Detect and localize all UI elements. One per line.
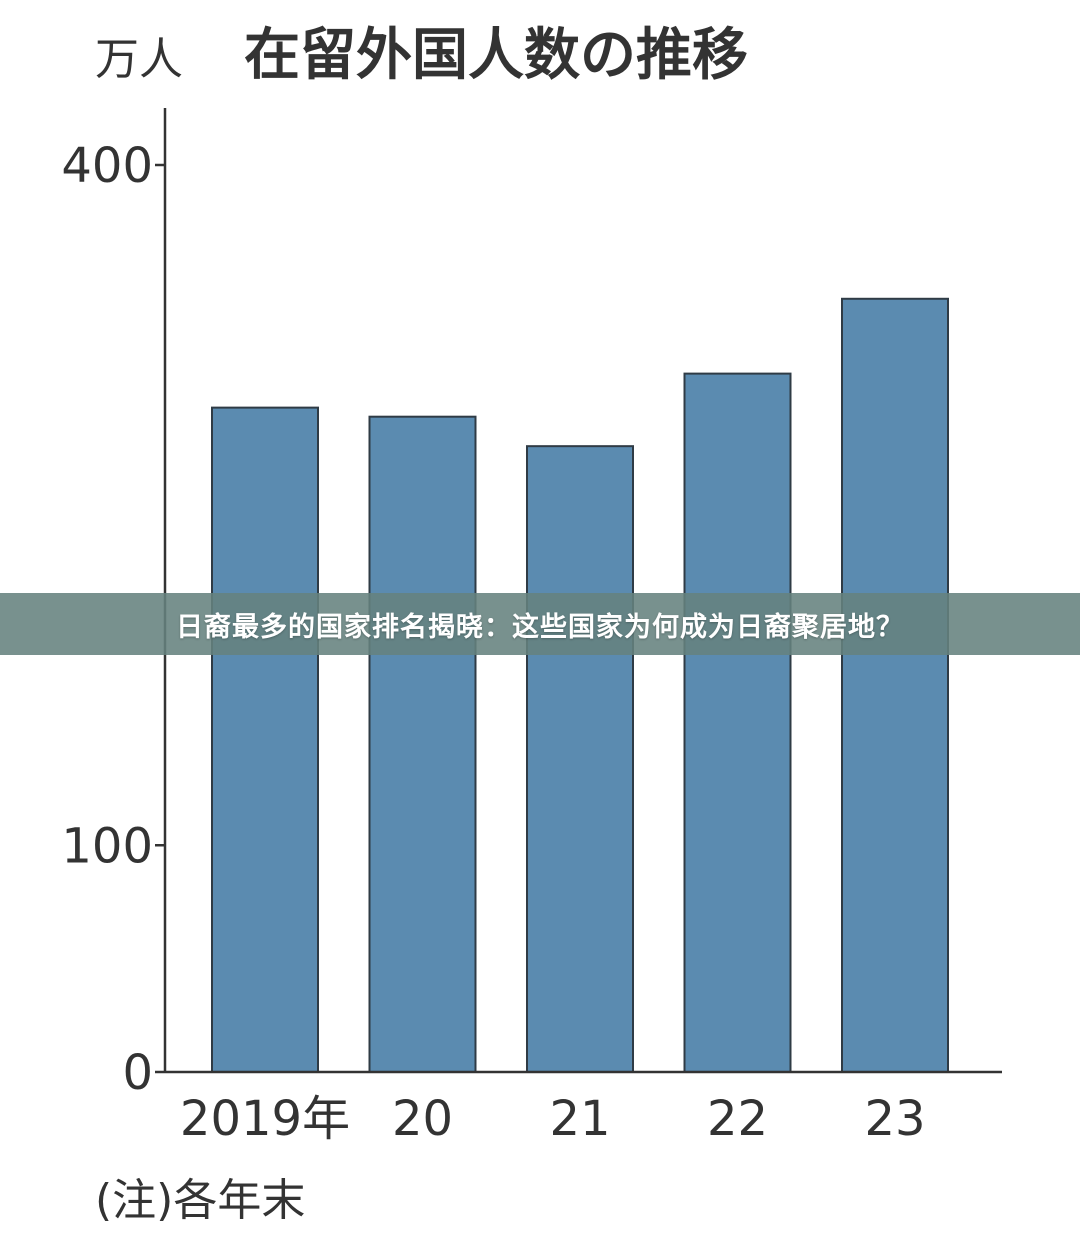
headline-text: 日裔最多的国家排名揭晓：这些国家为何成为日裔聚居地？: [176, 611, 904, 643]
x-tick-label: 21: [549, 1091, 610, 1147]
x-tick-label: 22: [707, 1091, 768, 1147]
bar-4: [841, 297, 949, 1074]
headline-banner: 日裔最多的国家排名揭晓：这些国家为何成为日裔聚居地？: [0, 593, 1080, 655]
footnote: (注)各年末: [95, 1175, 305, 1226]
y-tick-label: 400: [61, 138, 153, 194]
y-tick-label: 100: [61, 818, 153, 874]
unit-label: 万人: [95, 34, 183, 85]
plot-area: 0 100 400 2019年 20 21 22 23: [61, 138, 949, 1147]
chart-title: 在留外国人数の推移: [244, 23, 748, 88]
bar-0: [211, 406, 319, 1073]
bar-3: [683, 372, 792, 1073]
x-tick-label: 2019年: [180, 1091, 350, 1147]
bar-1: [368, 415, 477, 1073]
bar-2: [526, 445, 634, 1074]
x-tick-label: 23: [864, 1091, 925, 1147]
x-tick-label: 20: [392, 1091, 453, 1147]
y-tick-label: 0: [122, 1045, 153, 1101]
